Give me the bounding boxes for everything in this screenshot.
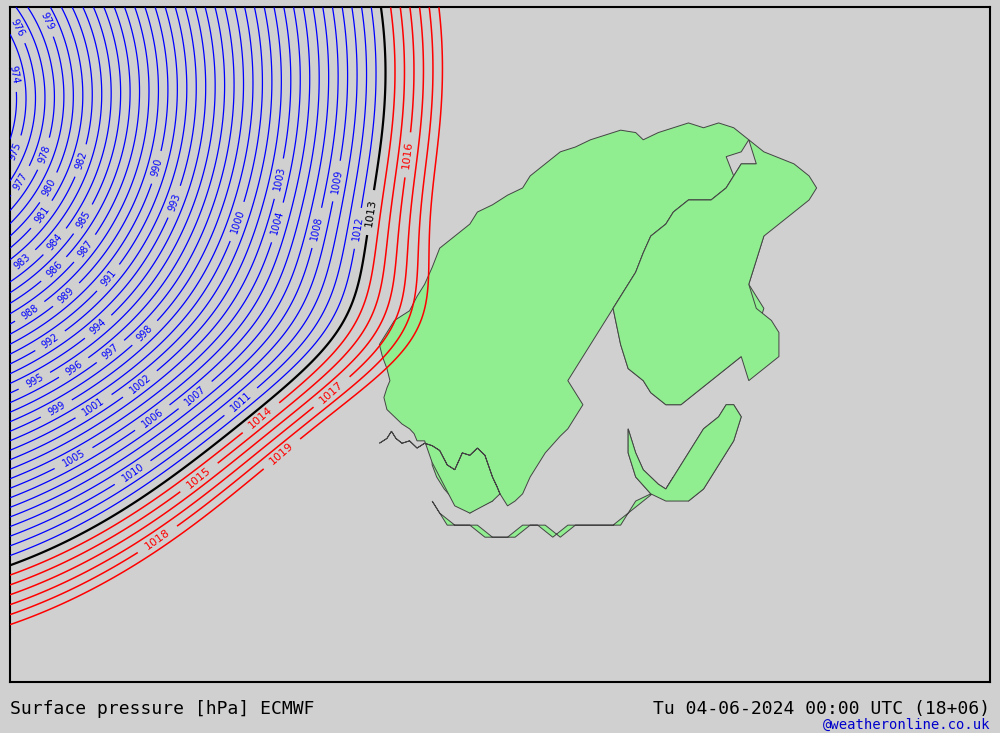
- Polygon shape: [628, 405, 741, 501]
- Text: 991: 991: [99, 268, 118, 288]
- Text: 1008: 1008: [309, 215, 325, 241]
- Text: 979: 979: [38, 10, 55, 32]
- Text: 982: 982: [74, 150, 89, 171]
- Text: 975: 975: [7, 141, 23, 162]
- Text: 981: 981: [33, 205, 51, 225]
- Text: 999: 999: [46, 399, 67, 418]
- Text: 996: 996: [63, 358, 84, 377]
- Text: 1011: 1011: [228, 390, 253, 413]
- Text: 1007: 1007: [183, 383, 208, 407]
- Text: 987: 987: [76, 238, 95, 259]
- Text: 1003: 1003: [272, 166, 287, 192]
- Text: 1002: 1002: [127, 372, 153, 396]
- Text: 1012: 1012: [351, 216, 365, 241]
- Text: 974: 974: [8, 65, 21, 85]
- Text: 983: 983: [12, 251, 32, 271]
- Text: 1004: 1004: [270, 210, 286, 236]
- Text: 998: 998: [135, 323, 155, 343]
- Text: 1006: 1006: [140, 406, 165, 430]
- Text: 990: 990: [150, 158, 164, 177]
- Text: 1000: 1000: [229, 208, 246, 235]
- Polygon shape: [432, 405, 741, 537]
- Text: 984: 984: [46, 232, 65, 252]
- Polygon shape: [379, 123, 749, 513]
- Text: @weatheronline.co.uk: @weatheronline.co.uk: [822, 718, 990, 732]
- Text: 989: 989: [56, 285, 77, 305]
- Text: 1001: 1001: [81, 396, 107, 418]
- Text: 1017: 1017: [318, 379, 346, 405]
- Text: 1009: 1009: [330, 168, 344, 194]
- Text: 986: 986: [44, 259, 64, 279]
- Text: 977: 977: [12, 171, 30, 191]
- Text: Surface pressure [hPa] ECMWF: Surface pressure [hPa] ECMWF: [10, 700, 314, 718]
- Text: 994: 994: [88, 317, 109, 337]
- Text: 993: 993: [167, 191, 182, 212]
- Text: 995: 995: [24, 372, 45, 390]
- Text: 992: 992: [40, 332, 61, 350]
- Text: 1019: 1019: [268, 441, 296, 467]
- Polygon shape: [613, 164, 764, 405]
- Text: Tu 04-06-2024 00:00 UTC (18+06): Tu 04-06-2024 00:00 UTC (18+06): [653, 700, 990, 718]
- Text: 988: 988: [20, 303, 40, 321]
- Text: 997: 997: [100, 342, 121, 361]
- Polygon shape: [613, 140, 817, 405]
- Text: 1010: 1010: [120, 462, 146, 484]
- Text: 1013: 1013: [364, 198, 377, 227]
- Text: 1015: 1015: [185, 465, 213, 490]
- Text: 980: 980: [40, 177, 58, 198]
- Text: 1016: 1016: [401, 141, 415, 169]
- Text: 1018: 1018: [143, 527, 172, 552]
- Text: 976: 976: [9, 17, 26, 38]
- Text: 978: 978: [37, 144, 52, 164]
- Polygon shape: [432, 446, 500, 513]
- Text: 985: 985: [74, 209, 92, 230]
- Text: 1014: 1014: [247, 405, 275, 431]
- Text: 1005: 1005: [61, 448, 87, 469]
